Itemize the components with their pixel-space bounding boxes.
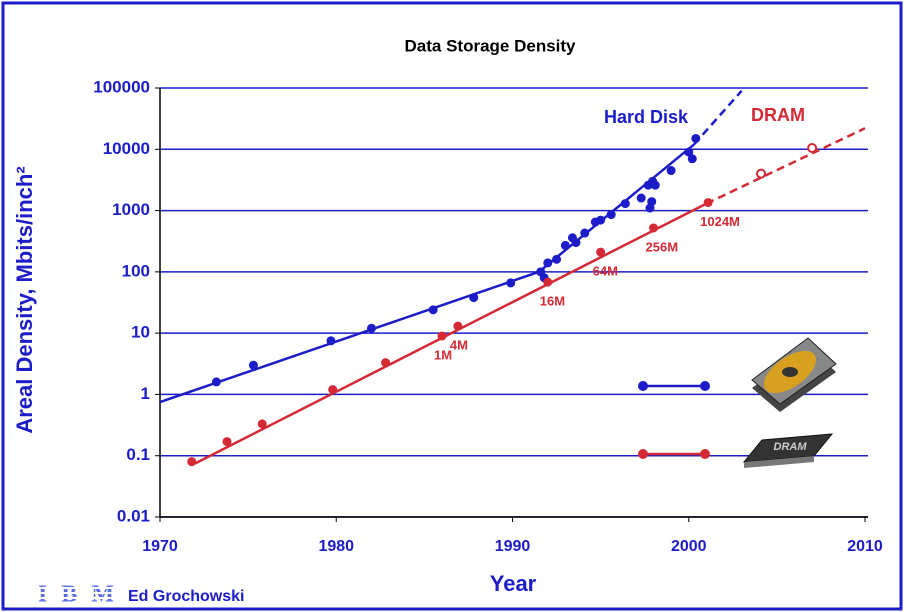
point-label: 256M (646, 239, 679, 254)
data-point (561, 241, 569, 249)
author: Ed Grochowski (128, 588, 244, 605)
point-label: 16M (540, 294, 565, 309)
y-axis-label: Areal Density, Mbits/inch² (12, 166, 37, 433)
x-tick-label: 1970 (142, 538, 178, 555)
point-label: 1024M (700, 214, 740, 229)
data-point (223, 438, 231, 446)
chart: Data Storage Density Areal Density, Mbit… (0, 0, 906, 612)
x-tick-label: 1980 (318, 538, 354, 555)
data-point (429, 306, 437, 314)
data-point (327, 337, 335, 345)
data-point (667, 167, 675, 175)
legend-label: DRAM (751, 105, 805, 125)
data-point (597, 216, 605, 224)
data-point (329, 386, 337, 394)
data-point (544, 259, 552, 267)
data-point (581, 229, 589, 237)
y-tick-label: 0.01 (117, 506, 150, 525)
chart-title: Data Storage Density (405, 36, 577, 55)
legend-dot (638, 381, 648, 391)
y-tick-label: 0.1 (126, 445, 150, 464)
legend-label: Hard Disk (604, 107, 689, 127)
data-point (249, 361, 257, 369)
data-point (757, 170, 765, 178)
x-axis-label: Year (490, 571, 537, 596)
data-point (454, 322, 462, 330)
data-point (692, 134, 700, 142)
point-label: 4M (450, 338, 468, 353)
y-tick-label: 100000 (93, 77, 150, 96)
data-point (544, 278, 552, 286)
data-point (651, 181, 659, 189)
data-point (597, 248, 605, 256)
data-point (572, 239, 580, 247)
data-point (553, 255, 561, 263)
y-tick-label: 100 (122, 261, 150, 280)
y-tick-label: 10 (131, 323, 150, 342)
data-point (188, 458, 196, 466)
legend-dot (700, 449, 710, 459)
x-tick-label: 2010 (847, 538, 883, 555)
data-point (382, 359, 390, 367)
data-point (607, 211, 615, 219)
chip-text: DRAM (774, 441, 808, 453)
data-point (507, 279, 515, 287)
y-tick-label: 10000 (103, 139, 150, 158)
data-point (212, 378, 220, 386)
data-point (648, 198, 656, 206)
legend-dot (638, 449, 648, 459)
data-point (637, 194, 645, 202)
data-point (808, 144, 816, 152)
x-tick-label: 1990 (495, 538, 531, 555)
data-point (438, 332, 446, 340)
y-tick-label: 1000 (112, 200, 150, 219)
legend-dot (700, 381, 710, 391)
data-point (368, 324, 376, 332)
data-point (621, 200, 629, 208)
data-point (704, 199, 712, 207)
data-point (470, 294, 478, 302)
data-point (688, 155, 696, 163)
y-tick-label: 1 (141, 384, 150, 403)
data-point (258, 420, 266, 428)
x-tick-label: 2000 (671, 538, 707, 555)
data-point (650, 224, 658, 232)
point-label: 64M (593, 264, 618, 279)
